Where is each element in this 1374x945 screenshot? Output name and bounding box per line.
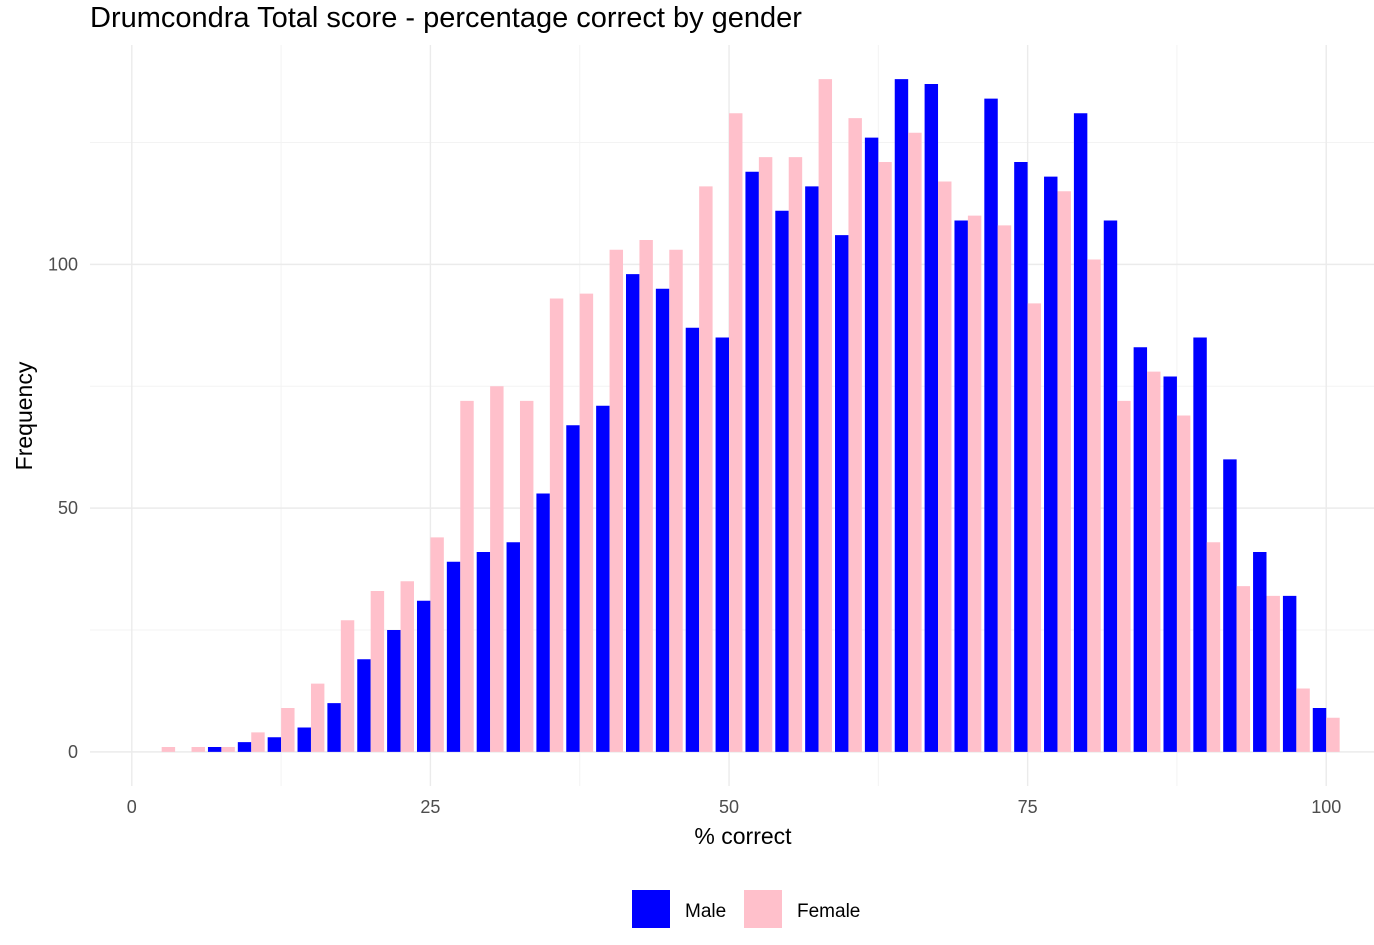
bar-female-65: [908, 132, 922, 752]
bar-male-67.5: [924, 84, 939, 752]
bar-female-60: [848, 118, 862, 752]
bar-female-12.5: [281, 708, 295, 752]
bar-female-100: [1326, 717, 1340, 752]
bar-male-60: [835, 235, 849, 752]
bar-female-10: [251, 732, 265, 752]
x-tick-label: 25: [420, 797, 440, 817]
bar-male-35: [536, 493, 550, 752]
bar-female-85: [1147, 371, 1161, 752]
bar-male-15: [297, 727, 311, 752]
bar-male-52.5: [745, 171, 759, 752]
y-axis-title: Frequency: [11, 361, 37, 470]
bar-male-92.5: [1223, 459, 1237, 752]
bar-male-55: [775, 210, 789, 752]
bar-female-7.5: [221, 747, 235, 752]
bar-female-17.5: [340, 620, 355, 752]
bar-female-25: [430, 537, 444, 752]
bar-male-75: [1014, 162, 1028, 752]
bar-female-22.5: [400, 581, 414, 752]
bar-female-57.5: [818, 79, 833, 752]
bar-male-87.5: [1163, 376, 1177, 752]
bar-female-37.5: [579, 293, 594, 752]
bar-female-80: [1087, 259, 1101, 752]
bar-female-20: [370, 591, 385, 752]
bar-male-77.5: [1044, 176, 1058, 752]
y-tick-labels: 0 50 100: [48, 254, 78, 762]
bar-male-90: [1193, 337, 1207, 752]
bar-male-82.5: [1103, 220, 1118, 752]
chart-title: Drumcondra Total score - percentage corr…: [90, 2, 802, 34]
bar-male-12.5: [267, 737, 282, 752]
bar-female-87.5: [1176, 415, 1191, 752]
bar-male-95: [1253, 552, 1267, 752]
x-tick-label: 0: [127, 797, 137, 817]
bar-male-32.5: [506, 542, 520, 752]
bar-female-95: [1266, 595, 1280, 752]
bar-male-97.5: [1282, 595, 1297, 752]
bar-female-97.5: [1296, 688, 1310, 752]
bar-female-42.5: [639, 240, 653, 752]
bar-male-50: [715, 337, 730, 752]
bar-male-27.5: [446, 561, 461, 752]
bar-female-47.5: [699, 186, 713, 752]
bar-male-22.5: [387, 630, 401, 752]
bar-female-82.5: [1117, 400, 1131, 752]
bar-female-50: [729, 113, 743, 752]
y-tick-label: 0: [68, 742, 78, 762]
bar-male-40: [596, 405, 610, 752]
bar-male-100: [1312, 708, 1327, 752]
bar-male-80: [1073, 113, 1088, 752]
bar-female-55: [788, 157, 803, 752]
bar-female-52.5: [758, 157, 773, 752]
bar-male-45: [655, 288, 670, 752]
bar-female-5: [191, 747, 205, 752]
bar-male-72.5: [984, 98, 998, 752]
bar-male-47.5: [685, 327, 700, 752]
bar-female-32.5: [519, 400, 534, 752]
bar-male-10: [237, 742, 252, 752]
bar-female-15: [310, 683, 325, 752]
bar-female-77.5: [1057, 191, 1071, 752]
bar-male-7.5: [207, 747, 222, 752]
bar-male-62.5: [864, 137, 879, 752]
bar-female-35: [549, 298, 564, 752]
legend-swatch-male: [632, 890, 670, 928]
bar-male-25: [416, 600, 431, 752]
bars: [161, 79, 1340, 752]
bar-male-65: [894, 79, 909, 752]
legend: Male Female: [632, 890, 860, 928]
bar-female-2.5: [161, 747, 176, 752]
bar-female-62.5: [878, 162, 892, 752]
bar-female-72.5: [997, 225, 1012, 752]
bar-male-70: [954, 220, 968, 752]
bar-female-92.5: [1236, 586, 1251, 752]
legend-swatch-female: [744, 890, 782, 928]
x-tick-label: 50: [719, 797, 739, 817]
bar-female-90: [1206, 542, 1221, 752]
x-axis-title: % correct: [694, 823, 792, 849]
bar-female-27.5: [460, 400, 474, 752]
bar-female-40: [609, 249, 624, 752]
y-tick-label: 50: [58, 498, 78, 518]
x-tick-label: 100: [1311, 797, 1341, 817]
bar-male-85: [1133, 347, 1148, 752]
bar-female-70: [967, 215, 982, 752]
legend-label-male: Male: [685, 901, 726, 922]
x-tick-label: 75: [1018, 797, 1038, 817]
x-tick-labels: 0 25 50 75 100: [127, 797, 1341, 817]
legend-label-female: Female: [797, 901, 860, 922]
bar-male-30: [476, 552, 491, 752]
bar-male-37.5: [566, 425, 580, 752]
bar-male-20: [357, 659, 371, 752]
bar-male-57.5: [805, 186, 819, 752]
bar-female-45: [669, 249, 683, 752]
bar-female-75: [1027, 303, 1042, 752]
y-tick-label: 100: [48, 254, 78, 274]
bar-male-42.5: [625, 274, 640, 752]
bar-male-17.5: [327, 703, 341, 752]
bar-female-67.5: [938, 181, 952, 752]
bar-female-30: [490, 386, 504, 752]
